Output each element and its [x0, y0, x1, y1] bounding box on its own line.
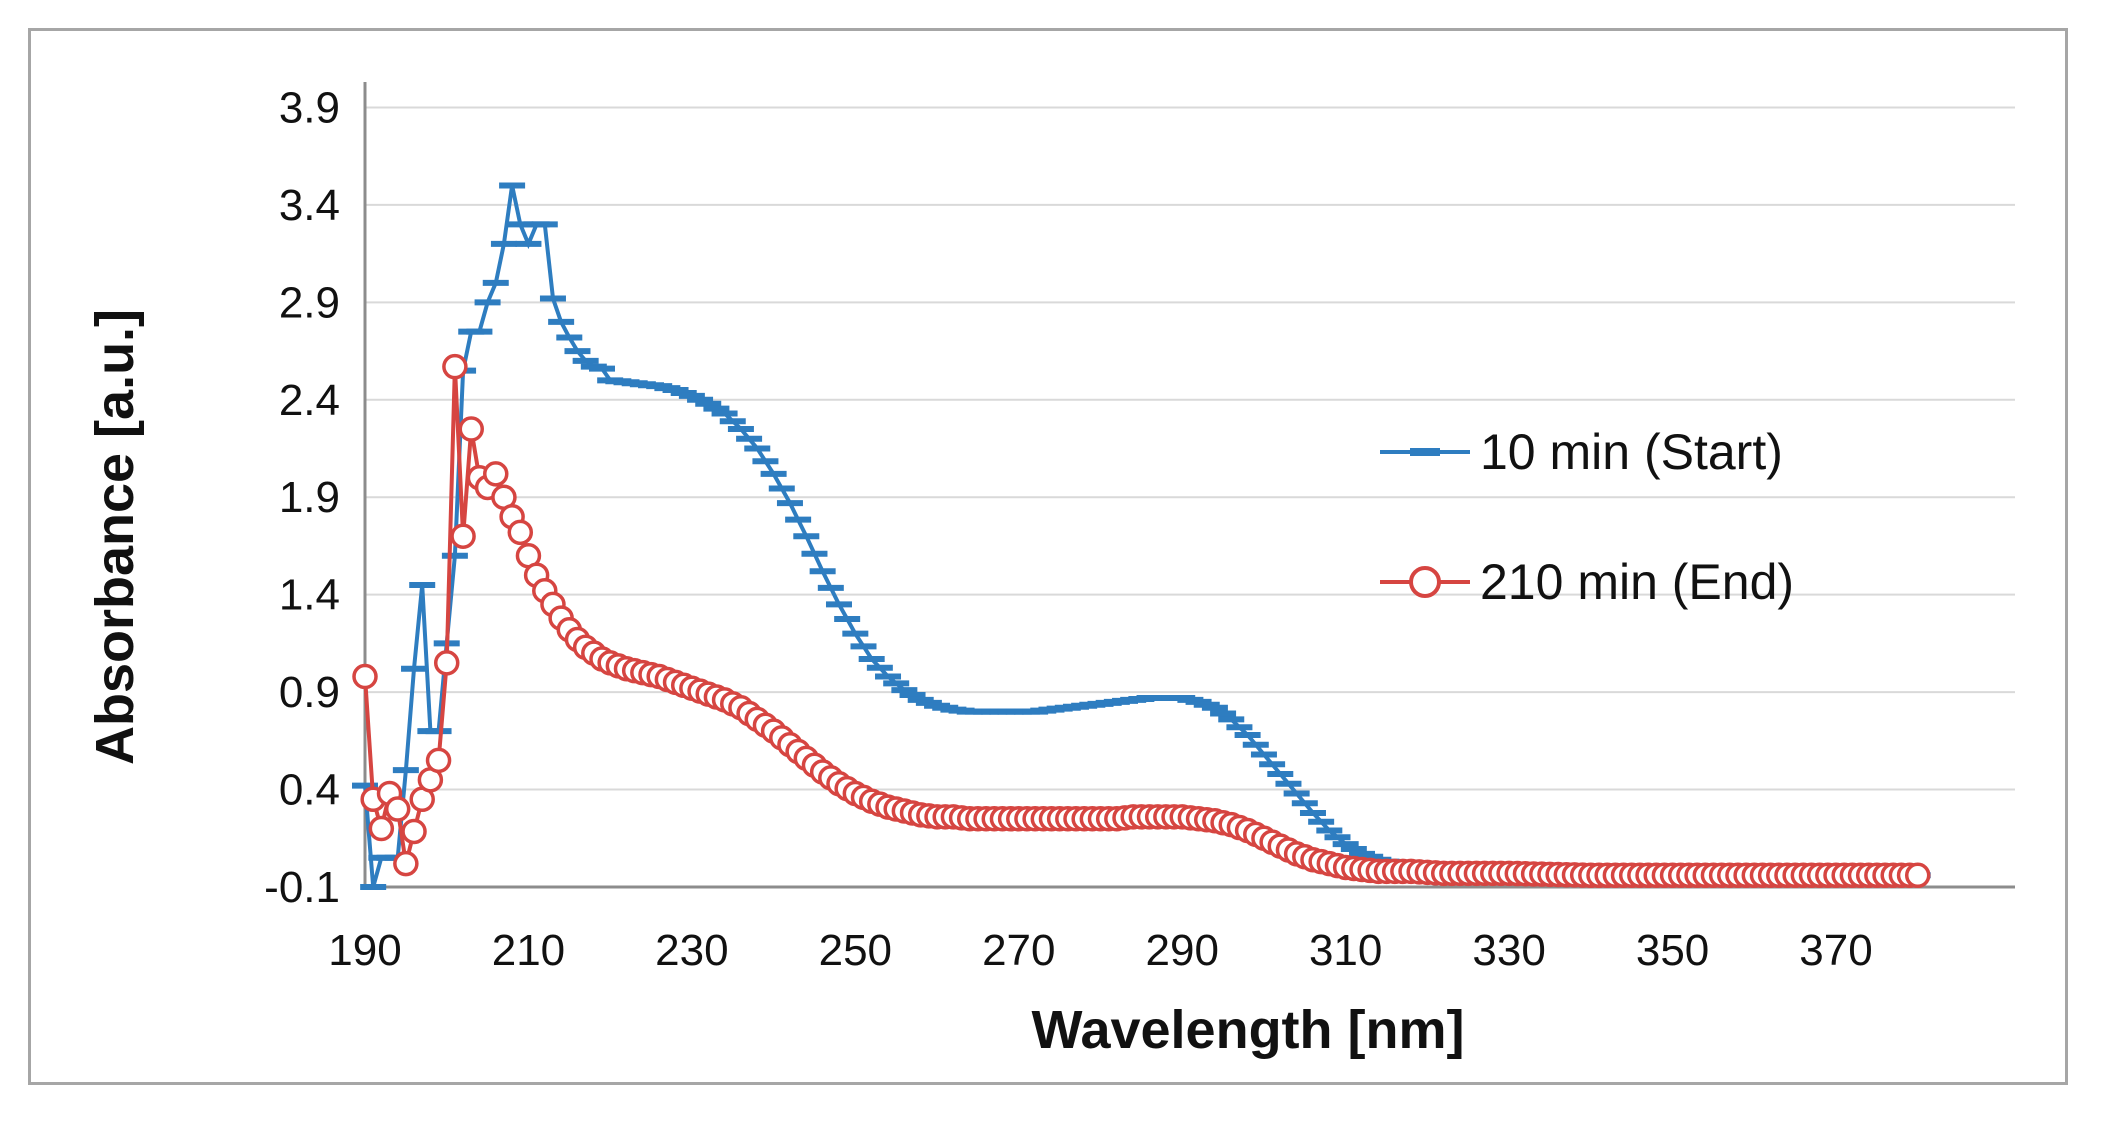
series-line — [363, 184, 1918, 888]
data-point-marker — [425, 747, 452, 774]
axes: -0.1 0.4 0.9 1.4 1.9 2.4 2.9 3.4 3.9 190 210 230 250… — [264, 82, 2015, 975]
y-axis-title: Absorbance [a.u.] — [85, 309, 145, 765]
x-tick-label: 290 — [1146, 926, 1219, 975]
series-2 — [352, 353, 1931, 889]
x-tick-label: 190 — [328, 926, 401, 975]
legend-marker — [1409, 566, 1441, 598]
y-tick-label: 0.9 — [279, 668, 340, 717]
x-tick-label: 350 — [1636, 926, 1709, 975]
series-1 — [352, 182, 1931, 890]
legend-label: 210 min (End) — [1480, 554, 1794, 610]
data-point-marker — [368, 815, 395, 842]
x-tick-label: 370 — [1799, 926, 1872, 975]
data-point-marker — [458, 416, 484, 442]
data-point-marker — [507, 519, 534, 546]
data-point-marker — [393, 850, 419, 877]
y-tick-label: 0.4 — [279, 766, 340, 815]
x-tick-label: 210 — [492, 926, 565, 975]
data-point-marker — [433, 650, 460, 676]
x-tick-label: 270 — [982, 926, 1055, 975]
legend-label: 10 min (Start) — [1480, 424, 1783, 480]
legend: 10 min (Start) 210 min (End) — [1380, 424, 1794, 610]
y-tick-label: 2.9 — [279, 278, 340, 327]
legend-item: 10 min (Start) — [1380, 424, 1783, 480]
data-series — [352, 182, 1931, 890]
x-axis-title: Wavelength [nm] — [1031, 1000, 1464, 1060]
data-point-marker — [352, 663, 378, 690]
data-point-marker — [483, 461, 509, 487]
y-tick-label: 3.9 — [279, 83, 340, 132]
data-point-marker — [442, 353, 468, 380]
legend-item: 210 min (End) — [1380, 554, 1794, 610]
data-point-marker — [401, 818, 427, 845]
data-point-marker — [450, 523, 476, 549]
grid-lines — [365, 106, 2015, 791]
x-tick-label: 310 — [1309, 926, 1382, 975]
x-tick-label: 250 — [819, 926, 892, 975]
x-tick-label: 330 — [1472, 926, 1545, 975]
y-tick-label: -0.1 — [264, 863, 340, 912]
y-tick-label: 2.4 — [279, 376, 340, 425]
y-tick-label: 1.9 — [279, 473, 340, 522]
data-point-marker — [1904, 862, 1931, 889]
x-tick-label: 230 — [655, 926, 728, 975]
y-tick-label: 1.4 — [279, 571, 340, 620]
y-tick-label: 3.4 — [279, 181, 340, 230]
data-point-marker — [384, 796, 411, 822]
